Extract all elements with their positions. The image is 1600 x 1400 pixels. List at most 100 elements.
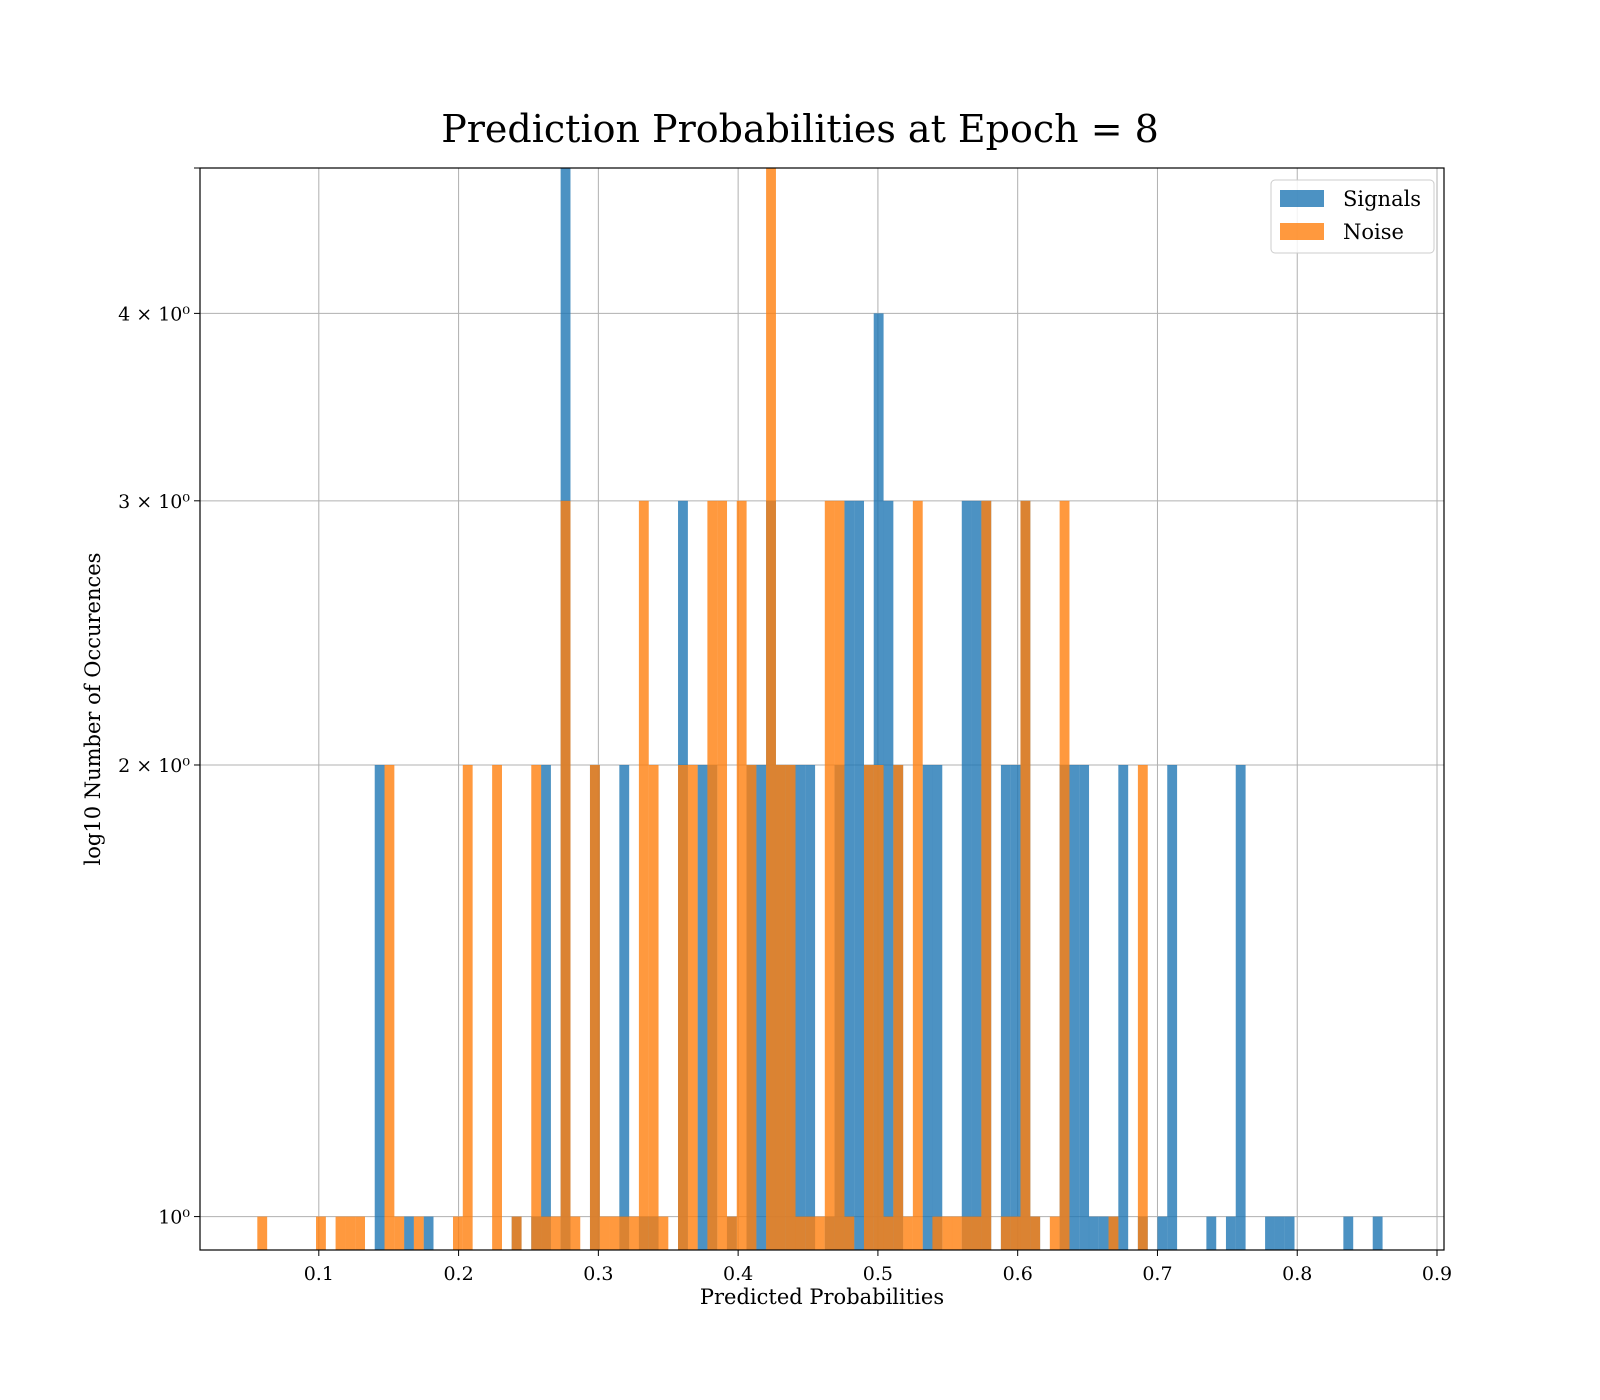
histogram-bar-signals <box>1010 764 1021 1250</box>
histogram-bar-signals <box>932 764 943 1250</box>
histogram-bar-noise <box>932 1216 943 1250</box>
histogram-bar-noise <box>942 1216 953 1250</box>
histogram-bar-noise <box>834 500 845 1250</box>
histogram-bar-noise <box>873 764 884 1250</box>
histogram-bar-noise <box>678 764 688 1250</box>
histogram-bar-noise <box>766 168 776 1250</box>
histogram-bar-noise <box>971 1216 982 1250</box>
histogram-bar-signals <box>971 500 982 1250</box>
histogram-bar-noise <box>531 764 542 1250</box>
histogram-bar-noise <box>844 1216 855 1250</box>
histogram-bar-noise <box>335 1216 346 1250</box>
histogram-bar-noise <box>795 1216 806 1250</box>
histogram-bar-noise <box>394 1216 405 1250</box>
histogram-bar-noise <box>883 1216 894 1250</box>
histogram-bar-signals <box>1274 1216 1285 1250</box>
histogram-bar-signals <box>1069 764 1080 1250</box>
histogram-bar-noise <box>1137 764 1148 1250</box>
x-tick-label: 0.3 <box>583 1263 613 1285</box>
histogram-bar-noise <box>570 1216 581 1250</box>
histogram-bar-noise <box>736 500 747 1250</box>
histogram-bar-signals <box>697 764 708 1250</box>
histogram-bar-noise <box>746 764 757 1250</box>
histogram-bar-noise <box>1020 500 1031 1250</box>
histogram-bar-signals <box>795 764 806 1250</box>
histogram-bar-signals <box>1343 1216 1354 1250</box>
histogram-bar-noise <box>1108 1216 1119 1250</box>
histogram-bar-signals <box>854 500 865 1250</box>
legend-label-signals: Signals <box>1343 187 1421 211</box>
x-tick-label: 0.8 <box>1282 1263 1312 1285</box>
x-tick-label: 0.6 <box>1003 1263 1033 1285</box>
histogram-bar-signals <box>619 764 630 1250</box>
histogram-bar-signals <box>756 764 767 1250</box>
histogram-bar-noise <box>462 764 473 1250</box>
histogram-bar-noise <box>903 1216 913 1250</box>
x-tick-label: 0.4 <box>723 1263 753 1285</box>
y-tick-label: 2 × 10⁰ <box>118 755 190 777</box>
histogram-bar-noise <box>981 500 992 1250</box>
legend-swatch-noise <box>1280 223 1324 240</box>
histogram-bar-noise <box>560 500 571 1250</box>
histogram-bar-noise <box>619 1216 630 1250</box>
histogram-bar-signals <box>1157 1216 1168 1250</box>
histogram-bar-noise <box>345 1216 356 1250</box>
histogram-bar-noise <box>961 1216 972 1250</box>
histogram-bar-noise <box>805 1216 816 1250</box>
histogram-bar-signals <box>1265 1216 1275 1250</box>
plot-frame <box>199 167 1445 1251</box>
x-tick-label: 0.9 <box>1422 1263 1452 1285</box>
histogram-bar-noise <box>648 764 659 1250</box>
histogram-bar-noise <box>609 1216 620 1250</box>
y-tick-label: 10⁰ <box>158 1207 190 1229</box>
histogram-bar-noise <box>638 500 649 1250</box>
histogram-bar-signals <box>1098 1216 1109 1250</box>
y-axis-label: log10 Number of Occurences <box>81 553 105 866</box>
histogram-bar-noise <box>1010 1216 1021 1250</box>
histogram-bar-noise <box>863 764 874 1250</box>
histogram-bar-noise <box>824 500 835 1250</box>
histogram-bar-noise <box>492 764 502 1250</box>
chart-title: Prediction Probabilities at Epoch = 8 <box>441 107 1159 151</box>
histogram-bar-signals <box>1167 764 1178 1250</box>
x-axis-label: Predicted Probabilities <box>700 1285 944 1309</box>
histogram-bar-noise <box>452 1216 463 1250</box>
histogram-bar-signals <box>541 764 551 1250</box>
histogram-bar-signals <box>922 764 933 1250</box>
histogram-bar-noise <box>316 1216 326 1250</box>
histogram-bar-noise <box>257 1216 268 1250</box>
x-tick-label: 0.1 <box>304 1263 334 1285</box>
histogram-bar-noise <box>629 1216 639 1250</box>
histogram-bar-noise <box>775 764 786 1250</box>
histogram-bar-signals <box>883 500 894 1250</box>
histogram-bar-noise <box>384 764 395 1250</box>
histogram-bar-signals <box>404 1216 414 1250</box>
x-tick-label: 0.5 <box>863 1263 893 1285</box>
histogram-bar-noise <box>1030 1216 1041 1250</box>
x-tick-label: 0.7 <box>1142 1263 1172 1285</box>
histogram-bar-noise <box>912 500 923 1250</box>
histogram-bar-noise <box>687 764 698 1250</box>
legend: Signals Noise <box>1270 179 1435 254</box>
histogram-bar-signals <box>1284 1216 1295 1250</box>
axis-ticks: 0.1 0.2 0.3 0.4 0.5 0.6 0.7 0.8 0.9 10⁰ 2 × 10⁰ 3 ×… <box>118 167 1452 1285</box>
histogram-bar-noise <box>1059 500 1070 1250</box>
y-tick-label: 4 × 10⁰ <box>118 303 190 325</box>
histogram-bar-signals <box>1206 1216 1217 1250</box>
histogram-bar-noise <box>550 1216 561 1250</box>
legend-swatch-signals <box>1280 190 1324 207</box>
histogram-bar-noise <box>893 764 904 1250</box>
histogram-bar-signals <box>1235 764 1246 1250</box>
histogram-bar-signals <box>1079 764 1090 1250</box>
histogram-bar-signals <box>1088 1216 1099 1250</box>
x-tick-label: 0.2 <box>443 1263 473 1285</box>
y-tick-label: 3 × 10⁰ <box>118 491 190 513</box>
histogram-bar-noise <box>541 1216 551 1250</box>
histogram-bar-noise <box>707 500 718 1250</box>
histogram-bar-noise <box>815 1216 825 1250</box>
histogram-bar-noise <box>413 1216 424 1250</box>
histogram-bar-noise <box>589 764 600 1250</box>
histogram-bar-noise <box>658 1216 669 1250</box>
histogram-bar-signals <box>374 764 385 1250</box>
